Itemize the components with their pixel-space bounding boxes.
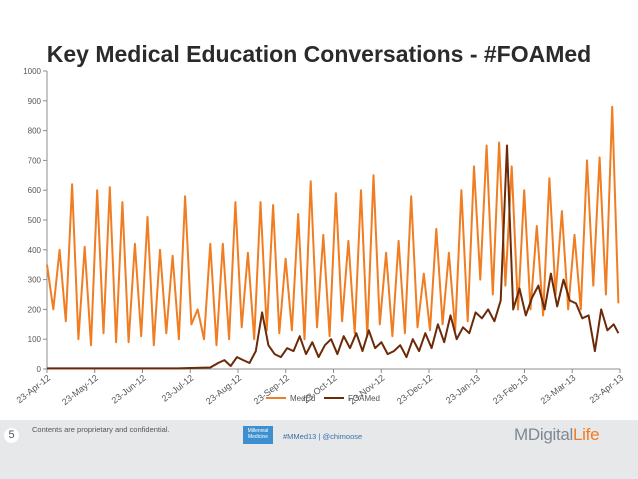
y-tick-label: 300	[28, 276, 42, 285]
x-tick-label: 23-Feb-13	[491, 373, 530, 406]
page-title: Key Medical Education Conversations - #F…	[46, 41, 592, 67]
y-tick-label: 900	[28, 97, 42, 106]
hashtag-text: #MMed13 | @chimoose	[283, 432, 363, 441]
millennial-medicine-logo: Millennial Medicine	[243, 426, 273, 444]
y-tick-label: 1000	[23, 67, 41, 76]
x-tick-label: 23-Jul-12	[160, 373, 196, 404]
y-tick-label: 700	[28, 156, 42, 165]
series-foamed	[47, 144, 620, 370]
x-axis: 23-Apr-12 23-May-12 23-Jun-12 23-Jul-12 23-A…	[15, 368, 626, 407]
legend: MedEd FOAMed	[266, 394, 380, 403]
slide-number: 5	[4, 428, 19, 443]
legend-label-meded: MedEd	[290, 394, 315, 403]
y-tick-label: 200	[28, 305, 42, 314]
y-tick-label: 400	[28, 246, 42, 255]
logo-main-text: MDigital	[514, 425, 574, 444]
logo-accent-text: Life	[573, 425, 600, 444]
x-tick-label: 23-Jun-12	[110, 373, 148, 406]
series-line-meded	[46, 105, 620, 347]
y-tick-label: 0	[37, 365, 42, 374]
line-chart: 0 100 200 300 400 500 600 700 800 900 1000 23-Apr-…	[15, 67, 626, 407]
x-tick-label: 23-Mar-13	[539, 373, 578, 406]
series-meded	[46, 105, 620, 347]
x-tick-label: 23-Aug-12	[204, 373, 243, 407]
x-tick-label: 23-Apr-13	[588, 373, 626, 406]
series-line-foamed	[47, 144, 620, 370]
legend-label-foamed: FOAMed	[348, 394, 380, 403]
x-tick-label: 23-Dec-12	[395, 373, 434, 407]
series-layer	[46, 105, 620, 370]
x-tick-label: 23-Apr-12	[15, 373, 53, 406]
slide-footer: 5 Contents are proprietary and confident…	[0, 420, 638, 479]
y-tick-label: 600	[28, 186, 42, 195]
x-tick-label: 23-May-12	[60, 373, 100, 407]
y-axis: 0 100 200 300 400 500 600 700 800 900 1000	[23, 67, 48, 374]
mdigitallife-logo: MDigitalLife	[514, 425, 600, 445]
x-tick-label: 23-Sep-12	[252, 373, 291, 407]
y-tick-label: 800	[28, 127, 42, 136]
x-tick-label: 23-Jan-13	[444, 373, 482, 406]
disclaimer-text: Contents are proprietary and confidentia…	[32, 425, 170, 434]
y-tick-label: 100	[28, 335, 42, 344]
y-tick-label: 500	[28, 216, 42, 225]
